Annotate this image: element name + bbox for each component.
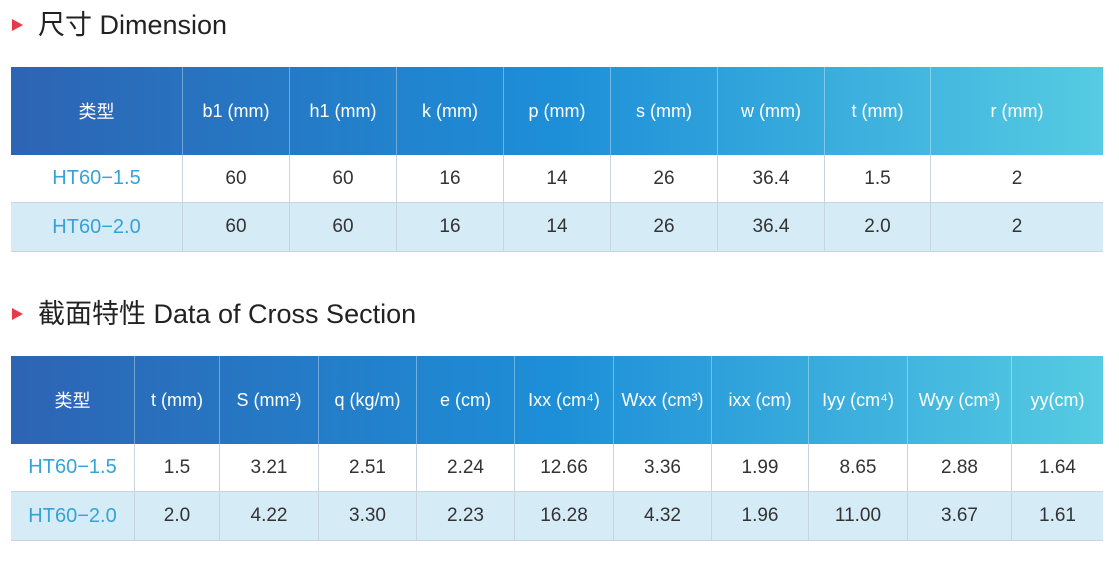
table-cell: 2.23 <box>416 492 514 541</box>
header-cell: Ixx (cm⁴) <box>514 356 613 444</box>
table-header <box>11 356 1103 444</box>
table-cell: 3.67 <box>907 492 1011 541</box>
header-cell: yy(cm) <box>1011 356 1103 444</box>
table-cell: 1.5 <box>824 155 930 203</box>
table-cell: 16 <box>396 203 503 252</box>
header-cell: Wyy (cm³) <box>907 356 1011 444</box>
table-cell: 60 <box>289 155 396 203</box>
table-cell: 60 <box>182 203 289 252</box>
header-cell: w (mm) <box>717 67 824 155</box>
table-cell: 60 <box>182 155 289 203</box>
table-cell: 2.51 <box>318 444 416 492</box>
table-cell: 14 <box>503 203 610 252</box>
header-cell: S (mm²) <box>219 356 318 444</box>
table-cell: 4.32 <box>613 492 711 541</box>
table-cell: 3.21 <box>219 444 318 492</box>
header-cell: t (mm) <box>824 67 930 155</box>
row-label: HT60−1.5 <box>11 155 182 203</box>
table-cell: 36.4 <box>717 155 824 203</box>
table-cell: 1.64 <box>1011 444 1103 492</box>
row-label: HT60−1.5 <box>11 444 134 492</box>
table-cell: 3.30 <box>318 492 416 541</box>
table-cell: 1.5 <box>134 444 219 492</box>
table-cell: 1.61 <box>1011 492 1103 541</box>
table-cell: 26 <box>610 155 717 203</box>
table-cell: 16 <box>396 155 503 203</box>
header-cell: b1 (mm) <box>182 67 289 155</box>
header-cell: 类型 <box>78 102 115 122</box>
header-cell: e (cm) <box>416 356 514 444</box>
table-cell: 11.00 <box>808 492 907 541</box>
row-label: HT60−2.0 <box>11 203 182 252</box>
header-cell: Iyy (cm⁴) <box>808 356 907 444</box>
section-title: 尺寸 Dimension <box>38 10 228 40</box>
table-cell: 2.0 <box>134 492 219 541</box>
header-cell: s (mm) <box>610 67 717 155</box>
section-title: 截面特性 Data of Cross Section <box>38 299 417 329</box>
header-cell: ixx (cm) <box>711 356 808 444</box>
table-cell: 4.22 <box>219 492 318 541</box>
table-cell: 1.99 <box>711 444 808 492</box>
table-cell: 2.0 <box>824 203 930 252</box>
table-cell: 2 <box>930 203 1103 252</box>
row-label: HT60−2.0 <box>11 492 134 541</box>
header-cell: k (mm) <box>396 67 503 155</box>
table-cell: 2.24 <box>416 444 514 492</box>
header-cell: h1 (mm) <box>289 67 396 155</box>
table-cell: 36.4 <box>717 203 824 252</box>
table-cell: 16.28 <box>514 492 613 541</box>
bullet-icon <box>12 19 23 31</box>
table-cell: 2 <box>930 155 1103 203</box>
table-cell: 8.65 <box>808 444 907 492</box>
bullet-icon <box>12 308 23 320</box>
table-cell: 14 <box>503 155 610 203</box>
table-cell: 12.66 <box>514 444 613 492</box>
header-cell: Wxx (cm³) <box>613 356 711 444</box>
header-cell: r (mm) <box>930 67 1103 155</box>
table-cell: 60 <box>289 203 396 252</box>
header-cell: 类型 <box>54 391 91 411</box>
header-cell: p (mm) <box>503 67 610 155</box>
header-cell: t (mm) <box>134 356 219 444</box>
header-cell: q (kg/m) <box>318 356 416 444</box>
table-cell: 1.96 <box>711 492 808 541</box>
table-cell: 26 <box>610 203 717 252</box>
table-cell: 3.36 <box>613 444 711 492</box>
table-cell: 2.88 <box>907 444 1011 492</box>
table-header <box>11 67 1103 155</box>
